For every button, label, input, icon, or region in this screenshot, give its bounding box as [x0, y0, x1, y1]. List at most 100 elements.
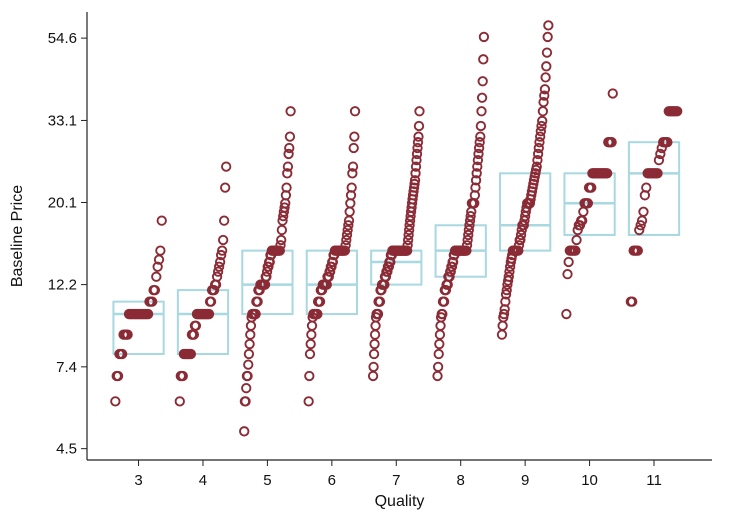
data-point: [408, 182, 420, 193]
x-tick-label: 6: [328, 472, 336, 489]
data-point: [346, 182, 357, 193]
data-point: [327, 256, 338, 268]
data-point: [533, 142, 544, 154]
data-point: [242, 370, 253, 382]
data-point: [601, 168, 613, 179]
data-point: [243, 359, 254, 370]
data-point: [606, 137, 617, 148]
data-point: [539, 84, 551, 95]
data-point: [283, 148, 294, 160]
data-point: [383, 261, 395, 272]
data-point: [582, 198, 594, 209]
data-point: [213, 261, 225, 272]
data-point: [216, 245, 228, 256]
data-point: [274, 245, 285, 256]
data-point: [413, 131, 424, 142]
data-point: [561, 308, 572, 320]
data-point: [542, 31, 553, 43]
data-point: [497, 320, 508, 331]
data-point: [261, 271, 272, 282]
data-point: [632, 245, 643, 256]
data-point: [245, 329, 256, 340]
data-point: [369, 329, 381, 340]
x-axis-title: Quality: [375, 493, 425, 510]
data-point: [536, 120, 547, 132]
data-point: [368, 348, 380, 360]
data-point: [607, 88, 618, 99]
x-tick-label: 10: [581, 472, 598, 489]
data-point: [472, 155, 484, 166]
data-point: [432, 370, 443, 382]
data-point: [445, 266, 456, 277]
data-point: [410, 161, 422, 172]
data-point: [500, 289, 512, 300]
data-point: [503, 271, 514, 282]
x-tick-label: 9: [521, 472, 529, 489]
data-point: [281, 182, 292, 193]
data-point: [412, 142, 423, 154]
data-point: [539, 90, 550, 101]
data-point: [440, 284, 452, 296]
data-point: [348, 142, 359, 154]
data-point: [252, 296, 263, 307]
data-point: [401, 245, 413, 256]
data-point: [347, 161, 359, 172]
data-point: [537, 115, 548, 127]
data-point: [672, 106, 683, 117]
data-point: [461, 240, 473, 251]
data-point: [284, 131, 296, 142]
data-point: [470, 182, 481, 193]
data-point: [325, 266, 336, 277]
data-point: [367, 370, 379, 382]
data-point: [475, 131, 486, 142]
data-point: [538, 96, 549, 108]
data-point: [142, 308, 154, 320]
data-point: [370, 320, 381, 331]
data-point: [110, 396, 121, 407]
data-point: [323, 271, 334, 282]
data-point: [151, 271, 162, 282]
data-point: [344, 206, 355, 217]
data-point: [516, 224, 527, 236]
data-point: [263, 261, 274, 272]
y-axis-title: Baseline Price: [9, 185, 26, 287]
data-point: [276, 224, 288, 236]
data-point: [385, 256, 396, 268]
data-point: [504, 266, 515, 277]
data-point: [461, 245, 472, 256]
data-point: [306, 329, 317, 340]
data-point: [638, 206, 649, 217]
data-point: [403, 229, 414, 241]
data-point: [562, 269, 573, 280]
data-point: [177, 370, 188, 382]
data-point: [147, 296, 158, 307]
data-point: [500, 296, 511, 307]
data-point: [203, 308, 215, 320]
data-point: [240, 396, 251, 407]
data-point: [276, 234, 287, 246]
y-tick-label: 4.5: [56, 441, 77, 458]
data-point: [374, 296, 386, 307]
data-point: [473, 142, 485, 154]
data-point: [462, 234, 473, 246]
data-point: [343, 220, 354, 231]
data-point: [342, 224, 353, 236]
y-tick-label: 54.6: [48, 30, 77, 47]
data-point: [515, 229, 527, 241]
data-point: [627, 296, 638, 307]
data-point: [243, 348, 255, 360]
y-tick-label: 12.2: [48, 277, 77, 294]
data-point: [241, 383, 252, 394]
data-point: [473, 148, 484, 160]
point-layer: [110, 20, 683, 437]
data-point: [306, 320, 318, 331]
data-point: [245, 320, 257, 331]
data-point: [470, 175, 482, 186]
data-point: [411, 155, 422, 166]
box-q3: [112, 300, 165, 356]
data-point: [217, 234, 229, 246]
data-point: [444, 271, 455, 282]
data-point: [474, 137, 485, 148]
data-point: [434, 338, 445, 350]
